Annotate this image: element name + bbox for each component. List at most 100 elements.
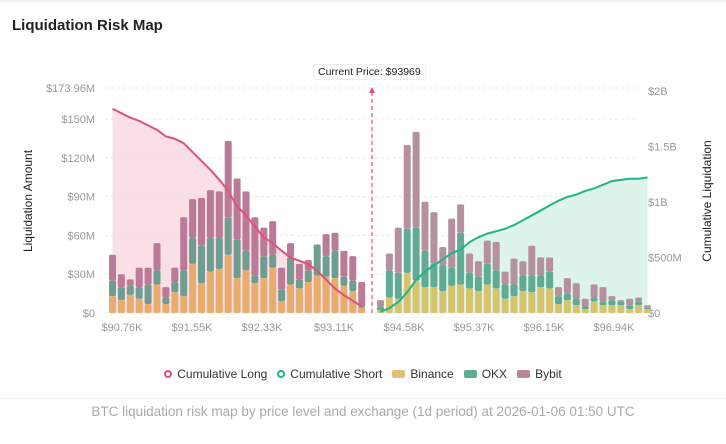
y-tick-label: $90M xyxy=(67,192,95,204)
bar-bybit xyxy=(555,287,562,297)
bar-okx xyxy=(233,239,241,279)
bar-binance xyxy=(135,298,143,313)
x-tick-label: $96.94K xyxy=(594,322,636,334)
bar-okx xyxy=(448,267,456,286)
bar-okx xyxy=(251,275,259,284)
liquidation-chart: $0 $30M $60M $90M $120M $150M $173.96M $0 $500M $… xyxy=(21,83,714,334)
bar-binance xyxy=(590,301,598,313)
bar-binance xyxy=(466,288,473,313)
bar-okx xyxy=(313,244,321,276)
bar-binance xyxy=(206,271,214,313)
bar-binance xyxy=(198,283,205,313)
bar-okx xyxy=(144,284,152,304)
bar-okx xyxy=(528,275,536,293)
bar-okx xyxy=(215,237,223,270)
bar-bybit xyxy=(269,221,277,255)
bar-okx xyxy=(180,270,188,297)
bar-bybit xyxy=(215,191,223,238)
bar-binance xyxy=(171,292,179,313)
bar-okx xyxy=(403,228,411,273)
bar-binance xyxy=(331,278,339,313)
bar-okx xyxy=(287,257,294,285)
y-axis-title: Liquidation Amount xyxy=(21,149,35,252)
legend-item[interactable]: Bybit xyxy=(517,367,562,381)
legend-item[interactable]: Binance xyxy=(392,367,454,381)
current-price-arrow xyxy=(369,87,375,93)
legend-swatch-icon xyxy=(517,370,531,378)
bar-okx xyxy=(295,279,303,289)
bar-bybit xyxy=(233,178,241,240)
bar-bybit xyxy=(430,212,438,264)
bar-bybit xyxy=(394,227,402,273)
bar-okx xyxy=(171,281,179,293)
bar-okx xyxy=(581,306,589,310)
bar-bybit xyxy=(421,201,429,251)
bar-okx xyxy=(466,272,473,289)
bar-bybit xyxy=(412,131,420,228)
bar-binance xyxy=(644,309,651,313)
legend-ring-icon xyxy=(277,370,286,378)
bar-binance xyxy=(599,305,607,313)
bar-binance xyxy=(474,291,482,313)
top-border xyxy=(0,0,726,2)
bar-binance xyxy=(448,285,456,313)
footer-divider xyxy=(0,398,726,399)
bar-okx xyxy=(162,297,170,304)
bar-okx xyxy=(519,275,527,292)
bar-okx xyxy=(635,301,643,306)
bar-okx xyxy=(260,256,268,279)
bar-okx xyxy=(599,301,607,306)
current-price-label: Current Price: $93969 xyxy=(313,64,426,80)
y2-tick-label: $1B xyxy=(648,197,668,209)
legend-ring-icon xyxy=(164,370,173,378)
bar-bybit xyxy=(466,253,473,273)
bar-binance xyxy=(340,285,348,313)
legend-item[interactable]: Cumulative Short xyxy=(277,367,382,381)
legend-item[interactable]: Cumulative Long xyxy=(164,367,267,381)
bar-bybit xyxy=(109,254,116,281)
bar-okx xyxy=(304,270,312,282)
bar-okx xyxy=(377,306,384,311)
legend-swatch-icon xyxy=(392,370,406,378)
bar-bybit xyxy=(492,241,500,271)
bar-bybit xyxy=(198,197,205,246)
bar-binance xyxy=(546,288,554,313)
bar-okx xyxy=(608,300,616,306)
bar-bybit xyxy=(510,258,518,285)
bar-okx xyxy=(546,271,554,289)
bar-binance xyxy=(537,287,545,313)
bar-binance xyxy=(421,287,429,313)
bar-okx xyxy=(412,227,420,281)
x-tick-label: $91.55K xyxy=(172,322,214,334)
chart-caption: BTC liquidation risk map by price level … xyxy=(91,404,635,419)
bar-okx xyxy=(572,298,580,306)
bar-okx xyxy=(394,272,402,299)
bar-bybit xyxy=(608,296,616,301)
bar-okx xyxy=(492,270,500,289)
bar-bybit xyxy=(189,199,197,238)
bar-okx xyxy=(358,306,366,308)
bar-binance xyxy=(519,291,527,313)
bar-okx xyxy=(563,293,571,301)
bar-binance xyxy=(430,287,438,313)
bar-bybit xyxy=(117,274,125,288)
bar-binance xyxy=(439,291,447,313)
bar-okx xyxy=(109,280,116,297)
bar-bybit xyxy=(448,218,456,268)
bar-bybit xyxy=(572,283,580,299)
bar-bybit xyxy=(501,271,509,285)
legend-item[interactable]: OKX xyxy=(463,367,507,381)
bar-bybit xyxy=(563,278,571,294)
bar-okx xyxy=(198,245,205,284)
bar-bybit xyxy=(144,267,152,285)
bar-binance xyxy=(626,309,634,313)
y-tick-label: $173.96M xyxy=(46,83,95,95)
bar-binance xyxy=(153,284,161,313)
y-tick-label: $150M xyxy=(61,114,95,126)
bar-bybit xyxy=(135,267,143,288)
legend-swatch-icon xyxy=(463,370,477,378)
bar-binance xyxy=(144,303,152,313)
bar-binance xyxy=(295,288,303,313)
bar-binance xyxy=(224,254,232,313)
bar-binance xyxy=(313,275,321,313)
